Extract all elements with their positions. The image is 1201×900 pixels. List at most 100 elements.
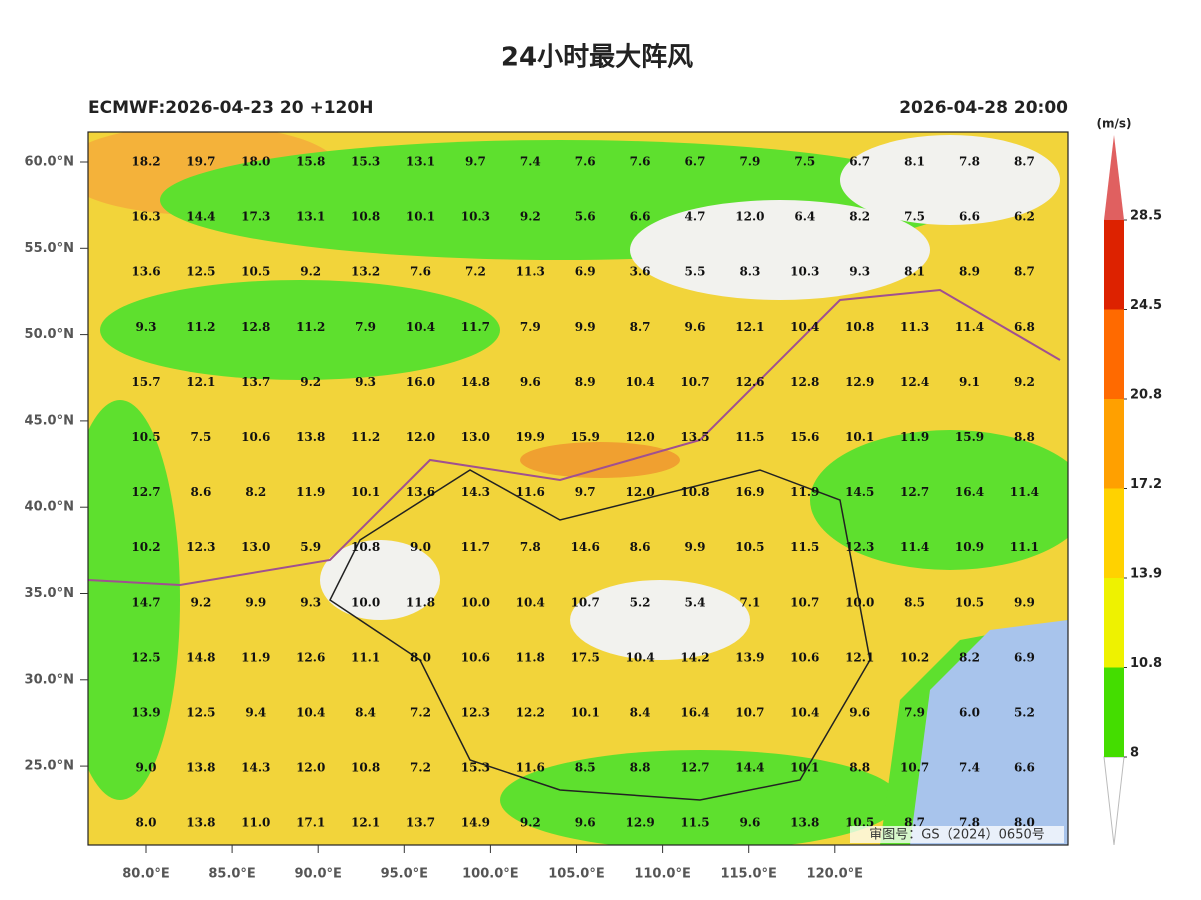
grid-value: 15.6: [790, 430, 819, 444]
grid-value: 13.0: [241, 540, 270, 554]
grid-value: 9.9: [575, 320, 596, 334]
grid-value: 19.7: [186, 155, 215, 169]
grid-value: 11.1: [1010, 540, 1039, 554]
grid-value: 6.9: [1014, 650, 1035, 664]
model-run: ECMWF:2026-04-23 20 +120H: [88, 98, 373, 118]
grid-value: 7.2: [410, 706, 431, 720]
grid-value: 14.2: [680, 650, 709, 664]
grid-value: 17.5: [571, 650, 600, 664]
grid-value: 10.8: [351, 540, 380, 554]
grid-value: 10.7: [680, 375, 709, 389]
grid-value: 5.6: [575, 210, 596, 224]
grid-value: 12.5: [186, 706, 215, 720]
grid-value: 10.5: [955, 595, 984, 609]
grid-value: 7.8: [520, 540, 541, 554]
grid-value: 12.6: [735, 375, 764, 389]
colorbar-segment: [1104, 399, 1124, 489]
grid-value: 7.4: [520, 155, 541, 169]
grid-value: 12.0: [406, 430, 435, 444]
grid-value: 9.2: [520, 210, 541, 224]
lon-label: 105.0°E: [548, 867, 605, 882]
colorbar-label: 20.8: [1130, 388, 1162, 403]
grid-value: 9.3: [136, 320, 157, 334]
grid-value: 14.4: [186, 210, 215, 224]
grid-value: 14.4: [735, 761, 764, 775]
grid-value: 16.4: [955, 485, 984, 499]
grid-value: 10.0: [351, 595, 380, 609]
grid-value: 8.0: [136, 816, 157, 830]
valid-time: 2026-04-28 20:00: [899, 98, 1068, 118]
grid-value: 12.2: [516, 706, 545, 720]
grid-value: 14.3: [241, 761, 270, 775]
colorbar-label: 10.8: [1130, 656, 1162, 671]
grid-value: 10.0: [461, 595, 490, 609]
grid-value: 13.9: [735, 650, 764, 664]
grid-value: 6.9: [575, 265, 596, 279]
grid-value: 8.7: [1014, 155, 1035, 169]
grid-value: 7.4: [959, 761, 980, 775]
grid-value: 13.0: [461, 430, 490, 444]
grid-value: 8.0: [410, 650, 431, 664]
grid-value: 7.9: [355, 320, 376, 334]
grid-value: 13.1: [406, 155, 435, 169]
grid-value: 8.5: [575, 761, 596, 775]
grid-value: 12.6: [296, 650, 325, 664]
grid-value: 10.9: [955, 540, 984, 554]
grid-value: 12.0: [296, 761, 325, 775]
grid-value: 8.9: [575, 375, 596, 389]
grid-value: 11.3: [900, 320, 929, 334]
grid-value: 11.6: [516, 485, 545, 499]
grid-value: 11.9: [296, 485, 325, 499]
grid-value: 6.2: [1014, 210, 1035, 224]
grid-value: 11.8: [516, 650, 545, 664]
grid-value: 11.9: [241, 650, 270, 664]
grid-value: 8.4: [355, 706, 376, 720]
grid-value: 5.2: [1014, 706, 1035, 720]
lat-label: 35.0°N: [25, 586, 74, 601]
grid-value: 10.4: [625, 650, 654, 664]
grid-value: 9.2: [1014, 375, 1035, 389]
grid-value: 8.5: [904, 595, 925, 609]
lon-label: 95.0°E: [381, 867, 428, 882]
grid-value: 10.6: [461, 650, 490, 664]
grid-value: 5.5: [685, 265, 706, 279]
grid-value: 8.9: [959, 265, 980, 279]
colorbar-segment: [1104, 220, 1124, 310]
grid-value: 8.4: [630, 706, 651, 720]
lon-label: 115.0°E: [720, 867, 777, 882]
grid-value: 12.3: [845, 540, 874, 554]
grid-value: 5.2: [630, 595, 651, 609]
grid-value: 8.7: [630, 320, 651, 334]
grid-value: 12.9: [845, 375, 874, 389]
colorbar-segment: [1104, 578, 1124, 668]
colorbar-segment: [1104, 309, 1124, 399]
grid-value: 9.2: [300, 375, 321, 389]
grid-value: 3.6: [630, 265, 651, 279]
grid-value: 11.7: [461, 540, 490, 554]
lon-label: 100.0°E: [462, 867, 519, 882]
grid-value: 10.4: [790, 706, 819, 720]
grid-value: 10.7: [735, 706, 764, 720]
grid-value: 6.8: [1014, 320, 1035, 334]
grid-value: 11.3: [516, 265, 545, 279]
grid-value: 11.6: [516, 761, 545, 775]
grid-value: 11.5: [790, 540, 819, 554]
lon-label: 110.0°E: [634, 867, 691, 882]
grid-value: 10.2: [131, 540, 160, 554]
grid-value: 10.8: [680, 485, 709, 499]
grid-value: 9.3: [300, 595, 321, 609]
grid-value: 10.5: [735, 540, 764, 554]
grid-value: 10.1: [845, 430, 874, 444]
grid-value: 10.5: [241, 265, 270, 279]
grid-value: 12.7: [900, 485, 929, 499]
grid-value: 10.4: [516, 595, 545, 609]
grid-value: 9.2: [300, 265, 321, 279]
grid-value: 9.0: [410, 540, 431, 554]
grid-value: 9.4: [245, 706, 266, 720]
grid-value: 5.9: [300, 540, 321, 554]
grid-value: 12.7: [131, 485, 160, 499]
grid-value: 9.3: [849, 265, 870, 279]
grid-value: 9.7: [465, 155, 486, 169]
grid-value: 18.2: [131, 155, 160, 169]
